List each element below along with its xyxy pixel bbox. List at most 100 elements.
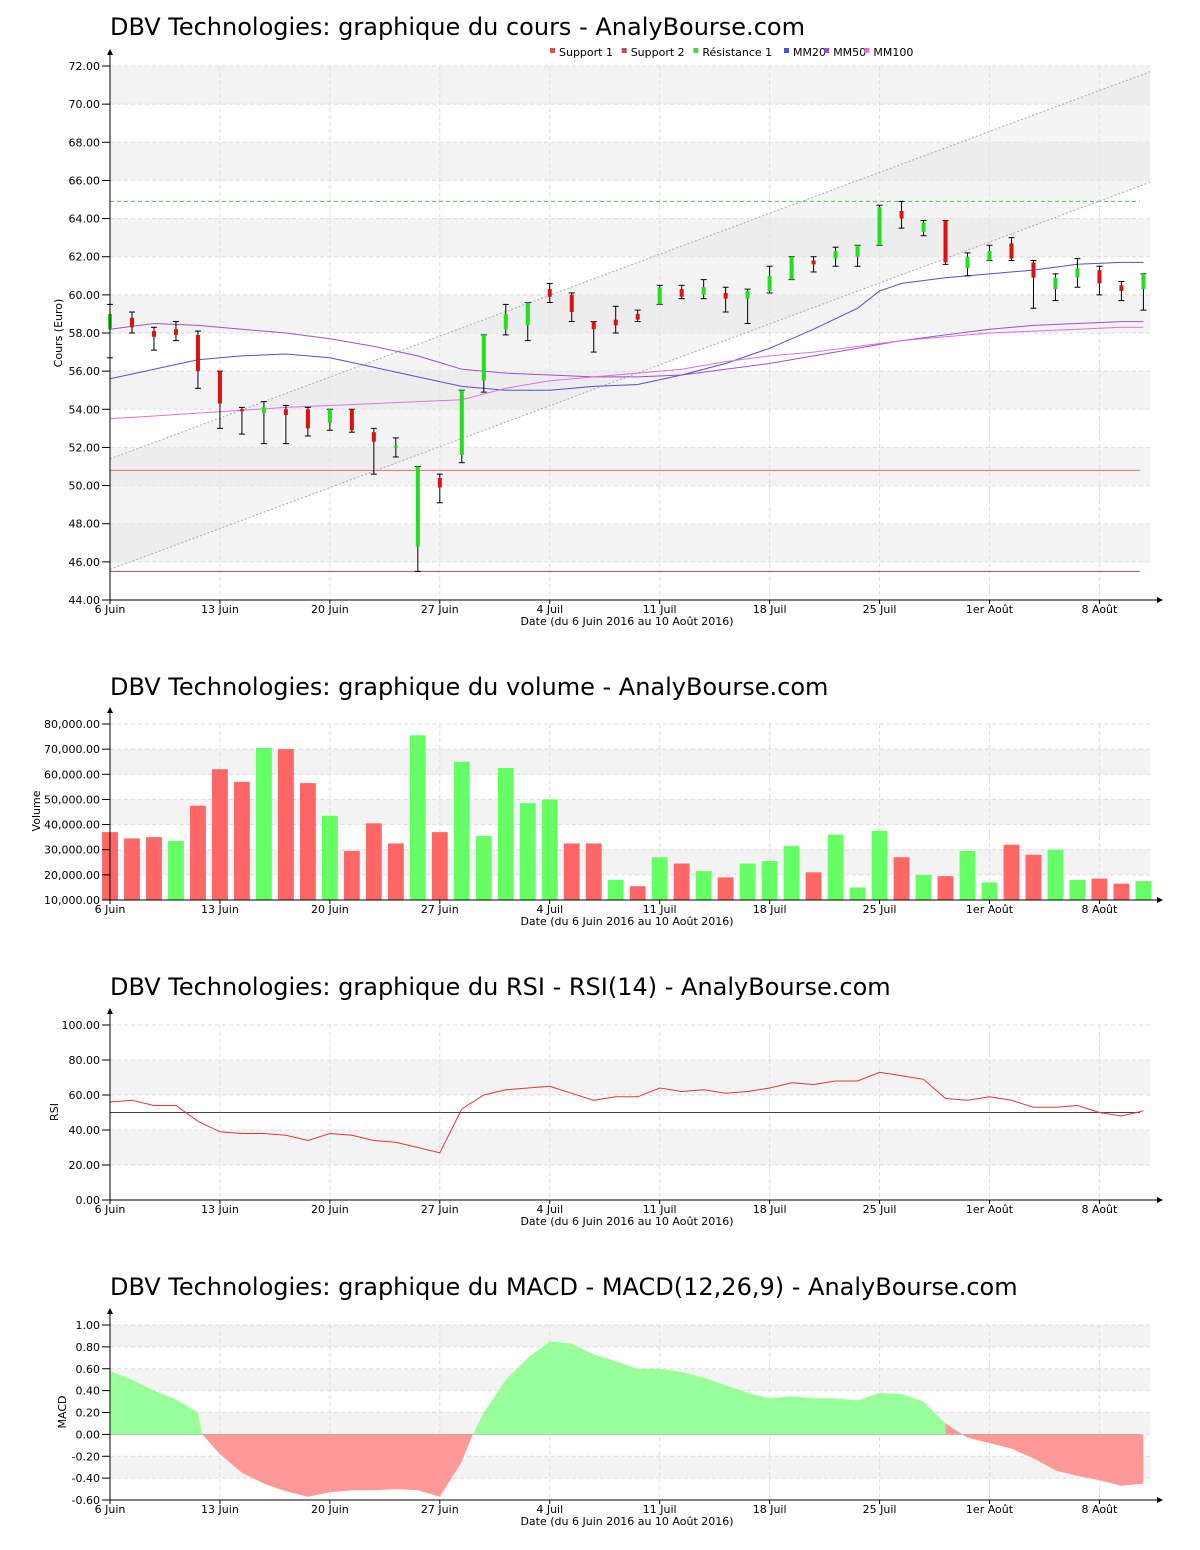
candle (942, 219, 949, 265)
candle-body-up (481, 334, 486, 381)
rsi-chart-ylabel: RSI (48, 1103, 61, 1121)
candle-body-down (569, 294, 574, 313)
legend-item: MM20 (784, 46, 826, 59)
moving-average-mm50-line (109, 321, 1144, 378)
volume-bar-down (717, 877, 734, 900)
x-tick-label: 27 Juin (421, 1203, 459, 1216)
rsi-chart-title: DBV Technologies: graphique du RSI - RSI… (110, 973, 891, 1001)
price-chart-bands (110, 66, 1150, 562)
volume-bar-up (783, 845, 800, 900)
price-channel (109, 71, 1151, 570)
volume-chart-title: DBV Technologies: graphique du volume - … (110, 673, 828, 701)
x-tick-label: 11 Juil (643, 603, 677, 616)
x-tick-label: 20 Juin (311, 603, 349, 616)
y-tick-label: 44.00 (69, 594, 101, 607)
candle-body-down (613, 319, 618, 326)
y-tick-label: 40,000.00 (44, 819, 100, 832)
volume-chart-xlabel: Date (du 6 Juin 2016 au 10 Août 2016) (520, 915, 733, 928)
x-tick-label: 11 Juil (643, 1503, 677, 1516)
candle (1074, 258, 1081, 288)
candle (964, 252, 971, 277)
legend-item: MM100 (864, 46, 913, 59)
y-tick-label: 80.00 (69, 1054, 101, 1067)
candle (414, 466, 421, 572)
x-tick-label: 4 Juil (536, 603, 563, 616)
candle-body-up (459, 390, 464, 456)
volume-bar-up (761, 861, 778, 900)
x-tick-label: 8 Août (1082, 1203, 1119, 1216)
rsi-chart-bands (110, 1060, 1150, 1165)
x-tick-label: 25 Juil (863, 1503, 897, 1516)
candle-body-down (1097, 270, 1102, 284)
y-tick-label: 20,000.00 (44, 869, 100, 882)
candle (172, 321, 179, 342)
volume-bar-down (190, 805, 206, 900)
price-chart-xlabel: Date (du 6 Juin 2016 au 10 Août 2016) (520, 615, 733, 628)
candle (744, 288, 751, 324)
volume-bar-down (212, 769, 228, 900)
volume-bars (102, 735, 1152, 900)
candle (304, 406, 311, 437)
volume-bar-up (1069, 879, 1086, 900)
y-tick-label: 62.00 (69, 251, 101, 264)
macd-chart-title: DBV Technologies: graphique du MACD - MA… (110, 1273, 1018, 1301)
candle-body-down (1119, 285, 1124, 292)
volume-bar-down (146, 837, 162, 900)
price-chart-grid (109, 65, 1150, 601)
candle-body-down (635, 313, 640, 320)
x-tick-label: 25 Juil (863, 1203, 897, 1216)
volume-bar-up (497, 768, 514, 900)
legend-swatch (621, 48, 627, 53)
candle-body-down (371, 432, 376, 442)
candle-body-up (525, 302, 530, 326)
candle (678, 284, 685, 300)
volume-bar-down (1025, 854, 1042, 900)
y-tick-label: 46.00 (69, 556, 101, 569)
candle-body-down (899, 210, 904, 219)
macd-area-positive (472, 1341, 946, 1435)
candle (458, 389, 465, 464)
legend-label: Support 2 (631, 46, 685, 59)
y-tick-label: 10,000.00 (44, 894, 100, 907)
y-tick-label: 60,000.00 (44, 768, 100, 781)
candle-body-down (239, 409, 244, 412)
volume-bar-up (651, 857, 668, 900)
y-tick-label: 0.00 (76, 1194, 101, 1207)
rsi-line (109, 1071, 1144, 1154)
candle (810, 256, 817, 273)
price-levels (110, 200, 1140, 572)
candle (1140, 273, 1147, 311)
grid-band (110, 1130, 1150, 1165)
price-chart-ylabel: Cours (Euro) (52, 299, 65, 368)
grid-band (110, 142, 1150, 181)
candle (788, 256, 795, 281)
candle (524, 301, 531, 342)
x-tick-label: 20 Juin (311, 1503, 349, 1516)
volume-bar-up (739, 863, 756, 900)
y-tick-label: 50.00 (69, 480, 101, 493)
x-tick-label: 1er Août (966, 603, 1014, 616)
candle (282, 404, 289, 445)
y-tick-label: 70,000.00 (44, 743, 100, 756)
y-tick-label: 0.60 (76, 1363, 101, 1376)
y-tick-label: 66.00 (69, 174, 101, 187)
x-tick-label: 4 Juil (536, 1203, 563, 1216)
price-chart: DBV Technologies: graphique du cours - A… (52, 13, 1163, 628)
candle (194, 330, 201, 389)
legend-item: Support 1 (550, 46, 613, 59)
volume-bar-down (234, 781, 250, 900)
macd-chart-xlabel: Date (du 6 Juin 2016 au 10 Août 2016) (520, 1515, 733, 1528)
x-tick-label: 18 Juil (753, 603, 787, 616)
x-tick-label: 6 Juin (95, 1503, 126, 1516)
volume-bar-down (343, 850, 360, 900)
volume-bar-up (959, 850, 976, 900)
candle-body-up (701, 287, 706, 295)
volume-bar-up (321, 815, 338, 900)
volume-bar-up (871, 830, 888, 900)
x-tick-label: 18 Juil (753, 903, 787, 916)
macd-area-negative (202, 1434, 473, 1497)
candle-body-down (811, 260, 816, 265)
volume-bar-down (431, 832, 448, 900)
y-tick-label: 0.20 (76, 1407, 101, 1420)
